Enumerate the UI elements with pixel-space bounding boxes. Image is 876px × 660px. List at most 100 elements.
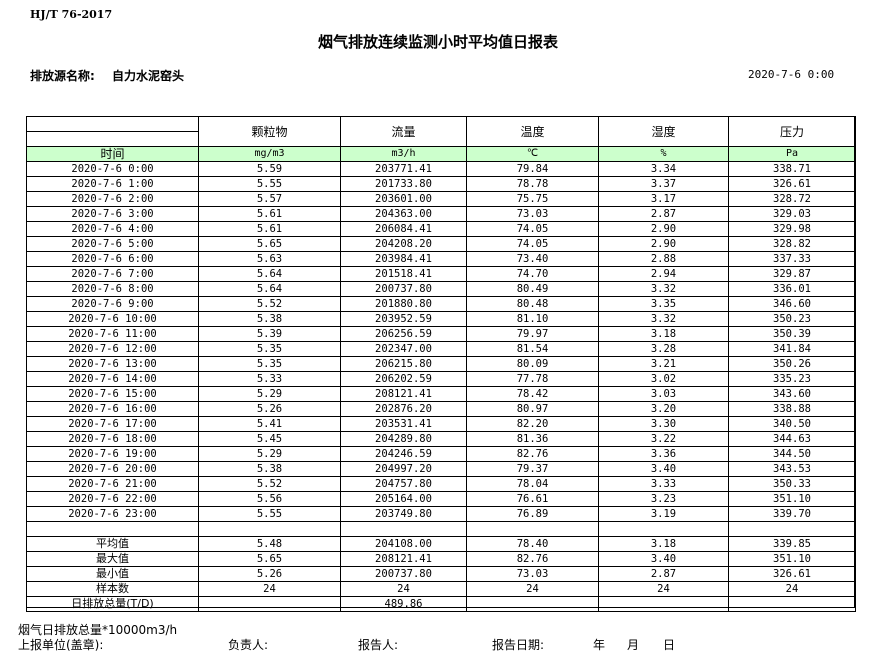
table-row: 2020-7-6 19:00 5.29 204246.59 82.76 3.36 344.… — [26, 446, 856, 462]
stat-row: 平均值 5.48 204108.00 78.40 3.18 339.85 — [26, 536, 856, 552]
value-cell: 5.55 — [198, 506, 341, 522]
value-cell: 338.71 — [728, 161, 856, 177]
value-cell: 5.56 — [198, 491, 341, 507]
unit-cell: m3/h — [340, 146, 467, 162]
value-cell: 201733.80 — [340, 176, 467, 192]
time-cell: 2020-7-6 4:00 — [26, 221, 199, 237]
value-cell: 339.85 — [728, 536, 856, 552]
value-cell: 3.34 — [598, 161, 729, 177]
time-cell: 2020-7-6 8:00 — [26, 281, 199, 297]
value-cell: 5.26 — [198, 566, 341, 582]
column-header: 温度 — [466, 116, 599, 147]
value-cell: 3.18 — [598, 326, 729, 342]
unit-cell: ℃ — [466, 146, 599, 162]
value-cell: 3.28 — [598, 341, 729, 357]
time-cell: 2020-7-6 12:00 — [26, 341, 199, 357]
value-cell: 343.53 — [728, 461, 856, 477]
value-cell: 80.09 — [466, 356, 599, 372]
value-cell: 5.52 — [198, 296, 341, 312]
value-cell: 5.61 — [198, 221, 341, 237]
value-cell: 5.26 — [198, 401, 341, 417]
value-cell: 5.64 — [198, 266, 341, 282]
value-cell: 200737.80 — [340, 281, 467, 297]
value-cell: 341.84 — [728, 341, 856, 357]
stat-row: 样本数 24 24 24 24 24 — [26, 581, 856, 597]
value-cell: 346.60 — [728, 296, 856, 312]
value-cell: 2.87 — [598, 206, 729, 222]
value-cell: 3.33 — [598, 476, 729, 492]
value-cell: 3.20 — [598, 401, 729, 417]
value-cell: 3.02 — [598, 371, 729, 387]
value-cell: 76.61 — [466, 491, 599, 507]
table-row: 2020-7-6 3:00 5.61 204363.00 73.03 2.87 329.0… — [26, 206, 856, 222]
value-cell: 202876.20 — [340, 401, 467, 417]
value-cell: 3.37 — [598, 176, 729, 192]
hourly-report-table: 颗粒物 流量 温度 湿度 压力 时间 mg/m3 m3/h ℃ % Pa 202… — [26, 116, 856, 612]
value-cell: 75.75 — [466, 191, 599, 207]
unit-cell: % — [598, 146, 729, 162]
value-cell: 5.39 — [198, 326, 341, 342]
value-cell: 79.97 — [466, 326, 599, 342]
table-row: 2020-7-6 18:00 5.45 204289.80 81.36 3.22 344.… — [26, 431, 856, 447]
stat-label: 平均值 — [26, 536, 199, 552]
value-cell: 81.54 — [466, 341, 599, 357]
value-cell: 78.78 — [466, 176, 599, 192]
value-cell: 205164.00 — [340, 491, 467, 507]
value-cell: 5.41 — [198, 416, 341, 432]
table-row: 2020-7-6 9:00 5.52 201880.80 80.48 3.35 346.6… — [26, 296, 856, 312]
value-cell: 201518.41 — [340, 266, 467, 282]
blank-row — [26, 521, 856, 537]
time-cell: 2020-7-6 15:00 — [26, 386, 199, 402]
value-cell: 3.18 — [598, 536, 729, 552]
value-cell: 328.82 — [728, 236, 856, 252]
column-header: 颗粒物 — [198, 116, 341, 147]
time-cell: 2020-7-6 21:00 — [26, 476, 199, 492]
value-cell: 78.42 — [466, 386, 599, 402]
time-cell: 2020-7-6 1:00 — [26, 176, 199, 192]
value-cell: 204246.59 — [340, 446, 467, 462]
table-row: 2020-7-6 10:00 5.38 203952.59 81.10 3.32 350.… — [26, 311, 856, 327]
unit-cell: mg/m3 — [198, 146, 341, 162]
corner-cell-top — [26, 116, 199, 132]
value-cell: 73.40 — [466, 251, 599, 267]
value-cell: 3.36 — [598, 446, 729, 462]
value-cell: 5.65 — [198, 551, 341, 567]
value-cell: 350.39 — [728, 326, 856, 342]
stat-row: 日排放总量(T/D) 489.86 — [26, 596, 856, 612]
standard-code: HJ/T 76-2017 — [30, 8, 113, 21]
report-title: 烟气排放连续监测小时平均值日报表 — [317, 33, 558, 51]
value-cell — [466, 521, 599, 537]
value-cell: 206215.80 — [340, 356, 467, 372]
time-cell: 2020-7-6 14:00 — [26, 371, 199, 387]
table-row: 2020-7-6 7:00 5.64 201518.41 74.70 2.94 329.8… — [26, 266, 856, 282]
value-cell: 329.87 — [728, 266, 856, 282]
value-cell: 337.33 — [728, 251, 856, 267]
value-cell: 24 — [598, 581, 729, 597]
time-cell: 2020-7-6 0:00 — [26, 161, 199, 177]
value-cell: 489.86 — [340, 596, 467, 612]
table-row: 2020-7-6 16:00 5.26 202876.20 80.97 3.20 338.… — [26, 401, 856, 417]
value-cell: 80.97 — [466, 401, 599, 417]
value-cell: 202347.00 — [340, 341, 467, 357]
value-cell: 24 — [198, 581, 341, 597]
value-cell: 5.52 — [198, 476, 341, 492]
value-cell: 3.32 — [598, 281, 729, 297]
time-cell: 2020-7-6 17:00 — [26, 416, 199, 432]
stat-row: 最小值 5.26 200737.80 73.03 2.87 326.61 — [26, 566, 856, 582]
value-cell: 73.03 — [466, 566, 599, 582]
corner-cell-bottom — [26, 131, 199, 147]
value-cell: 81.10 — [466, 311, 599, 327]
value-cell: 201880.80 — [340, 296, 467, 312]
time-cell: 2020-7-6 3:00 — [26, 206, 199, 222]
value-cell: 5.48 — [198, 536, 341, 552]
value-cell — [598, 521, 729, 537]
value-cell: 74.70 — [466, 266, 599, 282]
source-value: 自力水泥窑头 — [112, 69, 185, 83]
value-cell: 3.40 — [598, 551, 729, 567]
value-cell: 340.50 — [728, 416, 856, 432]
value-cell: 203601.00 — [340, 191, 467, 207]
value-cell: 82.20 — [466, 416, 599, 432]
value-cell: 79.84 — [466, 161, 599, 177]
value-cell: 344.63 — [728, 431, 856, 447]
value-cell: 5.61 — [198, 206, 341, 222]
